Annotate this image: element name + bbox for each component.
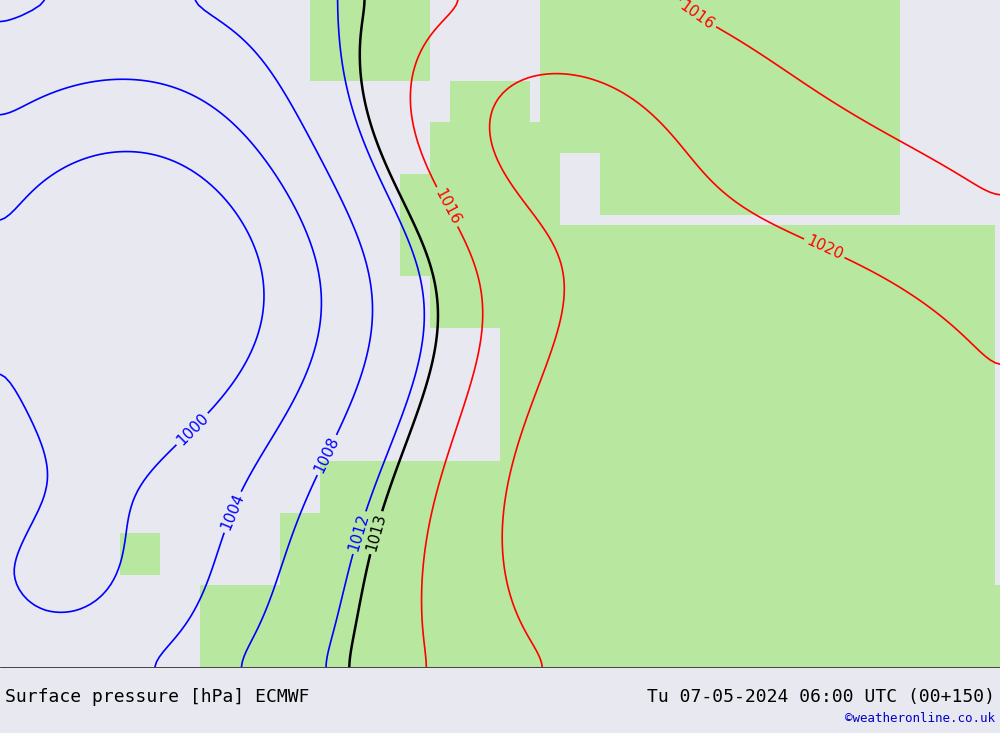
Text: 1012: 1012	[346, 512, 372, 553]
Text: Tu 07-05-2024 06:00 UTC (00+150): Tu 07-05-2024 06:00 UTC (00+150)	[647, 688, 995, 706]
Text: 1016: 1016	[677, 0, 717, 33]
Text: 1020: 1020	[804, 233, 845, 263]
Text: 1004: 1004	[218, 491, 246, 533]
Text: ©weatheronline.co.uk: ©weatheronline.co.uk	[845, 712, 995, 725]
Text: 1016: 1016	[431, 186, 463, 227]
Text: 1013: 1013	[363, 512, 388, 553]
Text: Surface pressure [hPa] ECMWF: Surface pressure [hPa] ECMWF	[5, 688, 310, 706]
Text: 1008: 1008	[312, 435, 342, 476]
Text: 1000: 1000	[173, 410, 211, 448]
